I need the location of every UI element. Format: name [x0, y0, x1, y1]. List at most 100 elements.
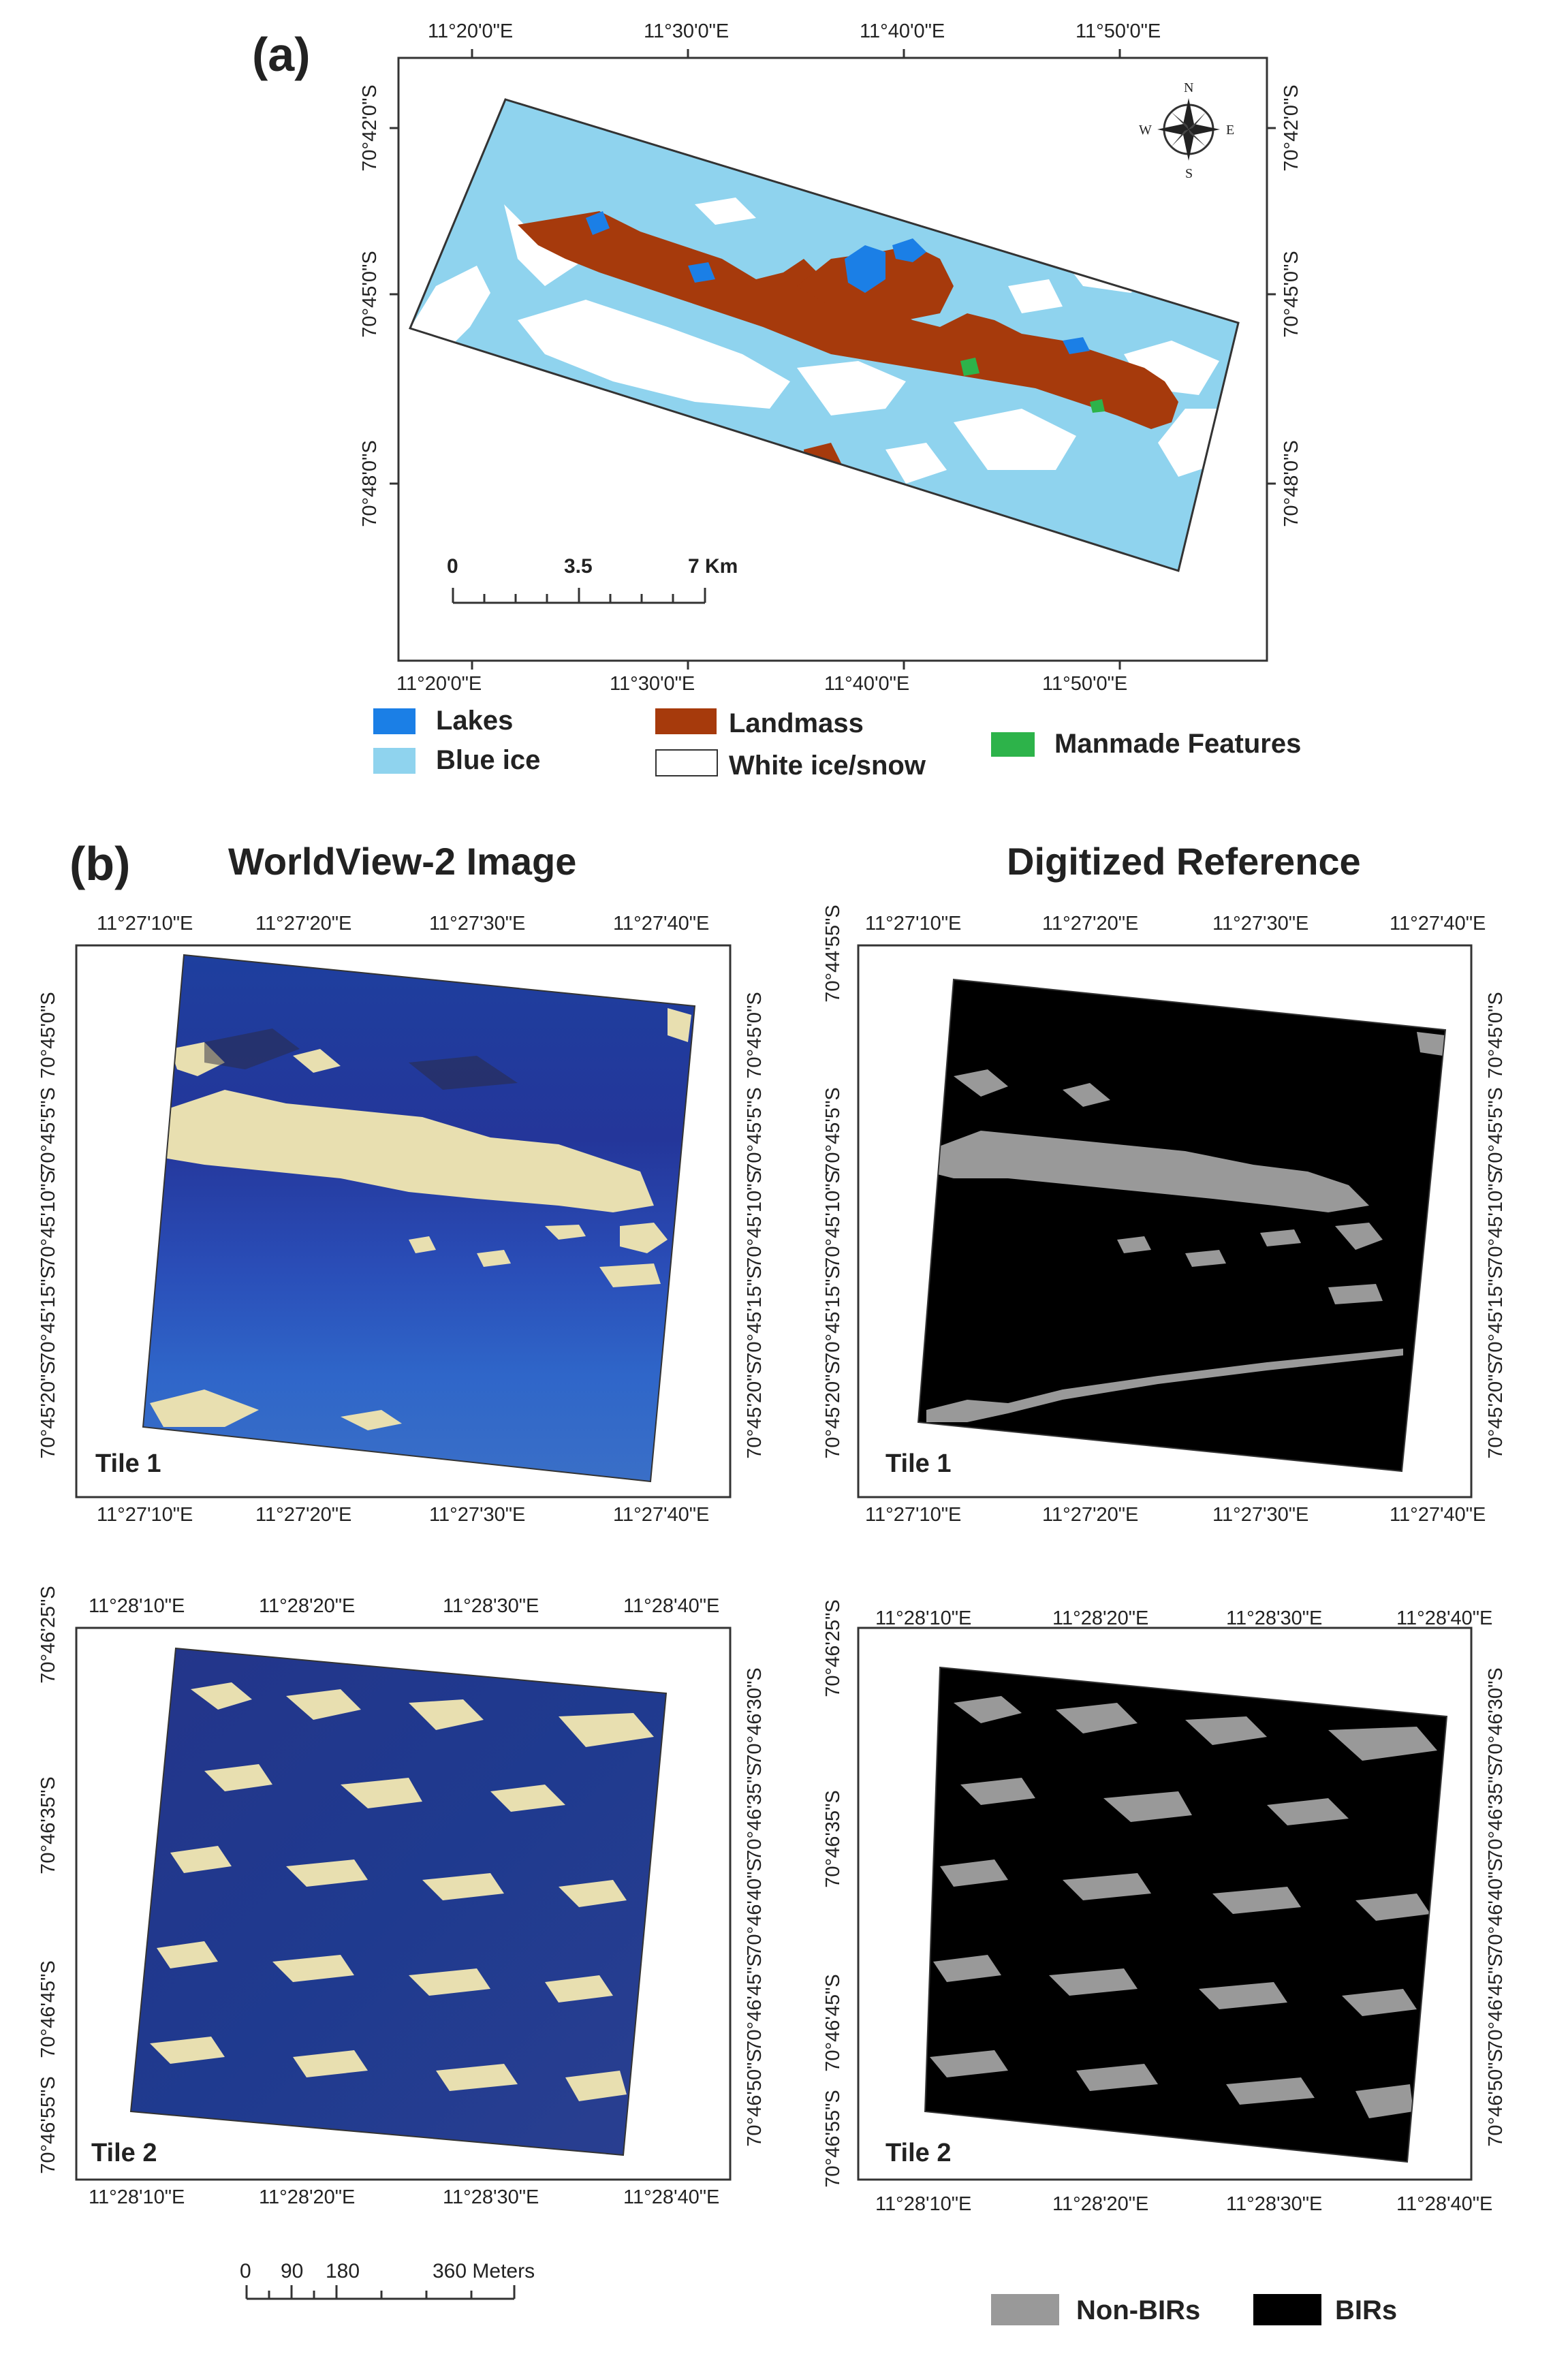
- t2-ref-bottom-lon-2: 11°28'30"E: [1226, 2193, 1323, 2215]
- t1-wv-left-lat-4: 70°45'20"S: [37, 1361, 59, 1459]
- t2-wv-top-lon-2: 11°28'30"E: [443, 1595, 539, 1617]
- t2-ref-bottom-lon-1: 11°28'20"E: [1052, 2193, 1149, 2215]
- t1-wv-bottom-lon-2: 11°27'30"E: [429, 1504, 526, 1526]
- t2-wv-bottom-lon-3: 11°28'40"E: [623, 2186, 720, 2208]
- compass-w: W: [1139, 123, 1152, 138]
- t1-ref-bottom-lon-2: 11°27'30"E: [1212, 1504, 1309, 1526]
- t2-ref-top-lon-1: 11°28'20"E: [1052, 1607, 1149, 1629]
- t1-ref-top-lon-2: 11°27'30"E: [1212, 913, 1309, 934]
- tile2-wv-image: [131, 1648, 666, 2155]
- scale-a-label-2: 7 Km: [688, 555, 738, 578]
- t2-wv-top-lon-1: 11°28'20"E: [259, 1595, 356, 1617]
- tile1-wv-label: Tile 1: [95, 1449, 161, 1478]
- tile2-ref-label: Tile 2: [885, 2139, 952, 2167]
- a-bottom-lon-3: 11°50'0"E: [1042, 673, 1128, 695]
- t2-ref-left-lat-2: 70°46'45"S: [822, 1974, 844, 2072]
- legend-non-birs-label: Non-BIRs: [1076, 2295, 1201, 2325]
- t1-wv-right-lat-3: 70°45'15"S: [744, 1266, 766, 1364]
- t1-ref-left-lat-3: 70°45'15"S: [822, 1266, 844, 1364]
- t2-wv-bottom-lon-0: 11°28'10"E: [89, 2186, 185, 2208]
- digitized-reference-title: Digitized Reference: [1007, 840, 1361, 883]
- t1-wv-bottom-lon-1: 11°27'20"E: [255, 1504, 352, 1526]
- t2-wv-bottom-lon-2: 11°28'30"E: [443, 2186, 539, 2208]
- a-left-lat-2: 70°48'0"S: [359, 440, 381, 527]
- legend-blue-ice-label: Blue ice: [436, 745, 541, 775]
- t2-ref-left-lat-3: 70°46'55"S: [822, 2090, 844, 2188]
- panel-a-map: [390, 49, 1276, 670]
- t2-wv-right-lat-4: 70°46'50"S: [744, 2049, 766, 2147]
- t1-wv-bottom-lon-3: 11°27'40"E: [613, 1504, 710, 1526]
- panel-b-scalebar: [245, 2285, 516, 2300]
- scale-a-label-0: 0: [447, 555, 458, 578]
- a-top-lon-2: 11°40'0"E: [860, 20, 945, 42]
- t2-wv-right-lat-2: 70°46'40"S: [744, 1858, 766, 1956]
- t1-wv-right-lat-2: 70°45'10"S: [744, 1170, 766, 1268]
- t1-wv-bottom-lon-0: 11°27'10"E: [97, 1504, 193, 1526]
- t1-ref-bottom-lon-3: 11°27'40"E: [1390, 1504, 1486, 1526]
- scale-b-label-0: 0: [240, 2260, 251, 2282]
- t1-ref-right-lat-3: 70°45'15"S: [1485, 1266, 1507, 1364]
- a-right-lat-2: 70°48'0"S: [1281, 440, 1302, 527]
- t1-wv-top-lon-0: 11°27'10"E: [97, 913, 193, 934]
- panel-a-ticks: [390, 49, 1276, 670]
- t2-ref-left-lat-0: 70°46'25"S: [822, 1599, 844, 1697]
- t1-wv-right-lat-0: 70°45'0"S: [744, 992, 766, 1079]
- t1-ref-right-lat-4: 70°45'20"S: [1485, 1361, 1507, 1459]
- t1-wv-top-lon-3: 11°27'40"E: [613, 913, 710, 934]
- t2-ref-bottom-lon-0: 11°28'10"E: [875, 2193, 972, 2215]
- scale-a-label-1: 3.5: [564, 555, 593, 578]
- legend-non-birs-swatch: [991, 2294, 1059, 2325]
- t1-wv-left-lat-3: 70°45'15"S: [37, 1266, 59, 1364]
- t1-wv-left-lat-1: 70°45'5"S: [37, 1087, 59, 1174]
- t1-ref-top-lon-0: 11°27'10"E: [865, 913, 962, 934]
- t2-wv-right-lat-3: 70°46'45"S: [744, 1953, 766, 2052]
- t2-wv-top-lon-0: 11°28'10"E: [89, 1595, 185, 1617]
- t2-wv-right-lat-0: 70°46'30"S: [744, 1667, 766, 1765]
- t2-wv-left-lat-1: 70°46'35"S: [37, 1776, 59, 1874]
- panel-a-scalebar: [452, 588, 706, 604]
- t1-wv-top-lon-1: 11°27'20"E: [255, 913, 352, 934]
- t1-wv-right-lat-4: 70°45'20"S: [744, 1361, 766, 1459]
- a-left-lat-1: 70°45'0"S: [359, 251, 381, 338]
- t2-wv-right-lat-1: 70°46'35"S: [744, 1763, 766, 1861]
- t1-ref-top-lon-1: 11°27'20"E: [1042, 913, 1139, 934]
- scale-b-label-3: 360 Meters: [433, 2260, 535, 2282]
- a-top-lon-3: 11°50'0"E: [1076, 20, 1161, 42]
- t1-ref-top-lon-3: 11°27'40"E: [1390, 913, 1486, 934]
- legend-manmade-label: Manmade Features: [1054, 729, 1302, 759]
- compass-rose: [1157, 98, 1220, 161]
- t1-ref-right-lat-1: 70°45'5"S: [1485, 1087, 1507, 1174]
- tile1-ref-outline: [917, 978, 1447, 1473]
- t2-ref-top-lon-2: 11°28'30"E: [1226, 1607, 1323, 1629]
- compass-e: E: [1226, 123, 1235, 138]
- panel-a-letter: (a): [252, 28, 311, 81]
- t2-wv-left-lat-0: 70°46'25"S: [37, 1586, 59, 1684]
- worldview-title: WorldView-2 Image: [228, 840, 577, 883]
- t1-ref-left-lat-1: 70°45'5"S: [822, 1087, 844, 1174]
- legend-lakes-label: Lakes: [436, 706, 514, 736]
- legend-landmass-swatch: [655, 708, 717, 734]
- t2-ref-right-lat-0: 70°46'30"S: [1485, 1667, 1507, 1765]
- legend-landmass-label: Landmass: [729, 708, 864, 738]
- compass-n: N: [1184, 80, 1194, 95]
- tile1-wv-image: [143, 955, 695, 1481]
- t1-ref-left-lat-0: 70°44'55"S: [822, 905, 844, 1003]
- t1-ref-left-lat-4: 70°45'20"S: [822, 1361, 844, 1459]
- tile2-ref-outline: [924, 1666, 1448, 2163]
- t2-wv-left-lat-3: 70°46'55"S: [37, 2076, 59, 2174]
- scale-b-label-1: 90: [281, 2260, 304, 2282]
- a-right-lat-1: 70°45'0"S: [1281, 251, 1302, 338]
- t1-ref-bottom-lon-1: 11°27'20"E: [1042, 1504, 1139, 1526]
- a-bottom-lon-2: 11°40'0"E: [824, 673, 910, 695]
- t2-ref-top-lon-3: 11°28'40"E: [1396, 1607, 1493, 1629]
- tile1-ref-image: [918, 979, 1445, 1471]
- legend-manmade-swatch: [991, 732, 1035, 757]
- strip-outline: [408, 98, 1240, 572]
- t2-wv-left-lat-2: 70°46'45"S: [37, 1960, 59, 2058]
- t2-ref-right-lat-1: 70°46'35"S: [1485, 1763, 1507, 1861]
- a-right-lat-0: 70°42'0"S: [1281, 84, 1302, 172]
- legend-birs-swatch: [1253, 2294, 1321, 2325]
- a-left-lat-0: 70°42'0"S: [359, 84, 381, 172]
- tile2-ref-image: [925, 1667, 1447, 2162]
